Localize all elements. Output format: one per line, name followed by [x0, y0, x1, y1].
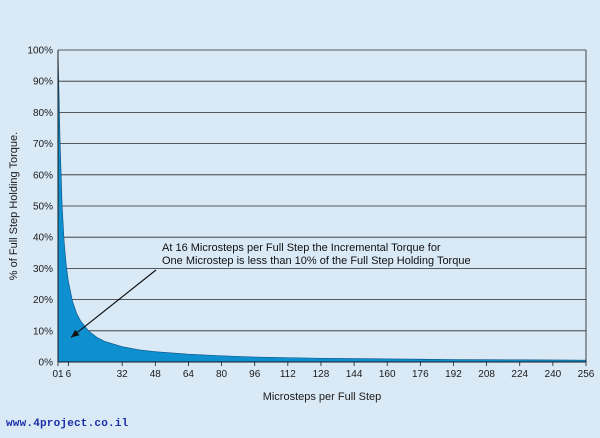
y-tick-label: 40% [33, 233, 53, 244]
x-tick-label: 80 [216, 369, 228, 380]
y-tick-label: 90% [33, 77, 53, 88]
x-tick-labels: 01 6 32 48 64 80 96 112 128 144 160 176 192 208 224 240… [52, 369, 594, 380]
y-tick-label: 50% [33, 202, 53, 213]
y-tick-label: 80% [33, 108, 53, 119]
y-tick-label: 70% [33, 139, 53, 150]
x-tick-label: 176 [412, 369, 429, 380]
x-axis-title: Microsteps per Full Step [263, 391, 382, 403]
x-tick-label: 01 [52, 369, 64, 380]
y-tick-label: 0% [39, 358, 54, 369]
x-tick-label: 144 [346, 369, 363, 380]
y-tick-label: 10% [33, 326, 53, 337]
x-tick-label: 32 [117, 369, 129, 380]
series-area [57, 49, 587, 363]
x-tick-label: 48 [150, 369, 162, 380]
annotation-arrow-head [71, 329, 80, 338]
x-tick-label: 6 [66, 369, 72, 380]
x-tick-label: 64 [183, 369, 195, 380]
x-tick-label: 112 [280, 369, 296, 380]
x-tick-label: 128 [313, 369, 330, 380]
annotation-line-1: At 16 Microsteps per Full Step the Incre… [162, 242, 441, 254]
annotation-arrow-shaft [70, 269, 157, 338]
annotation-arrow [70, 269, 157, 338]
x-tick-label: 160 [379, 369, 396, 380]
series-area-layer [57, 49, 587, 363]
y-tick-label: 30% [33, 264, 53, 275]
annotation-line-2: One Microstep is less than 10% of the Fu… [162, 255, 471, 267]
x-tick-label: 208 [478, 369, 495, 380]
x-tick-label: 224 [511, 369, 528, 380]
y-tick-label: 100% [27, 46, 53, 57]
x-tick-label: 192 [445, 369, 462, 380]
x-tick-label: 96 [249, 369, 261, 380]
y-tick-label: 60% [33, 170, 53, 181]
y-axis-title: % of Full Step Holding Torque. [8, 132, 20, 280]
y-tick-label: 20% [33, 295, 53, 306]
grid-lines [58, 49, 586, 363]
y-tick-labels: 0% 10% 20% 30% 40% 50% 60% 70% 80% 90% 100% [27, 46, 53, 369]
axes [57, 50, 587, 366]
x-tick-label: 240 [545, 369, 562, 380]
x-tick-label: 256 [578, 369, 595, 380]
watermark: www.4project.co.il [6, 418, 129, 430]
